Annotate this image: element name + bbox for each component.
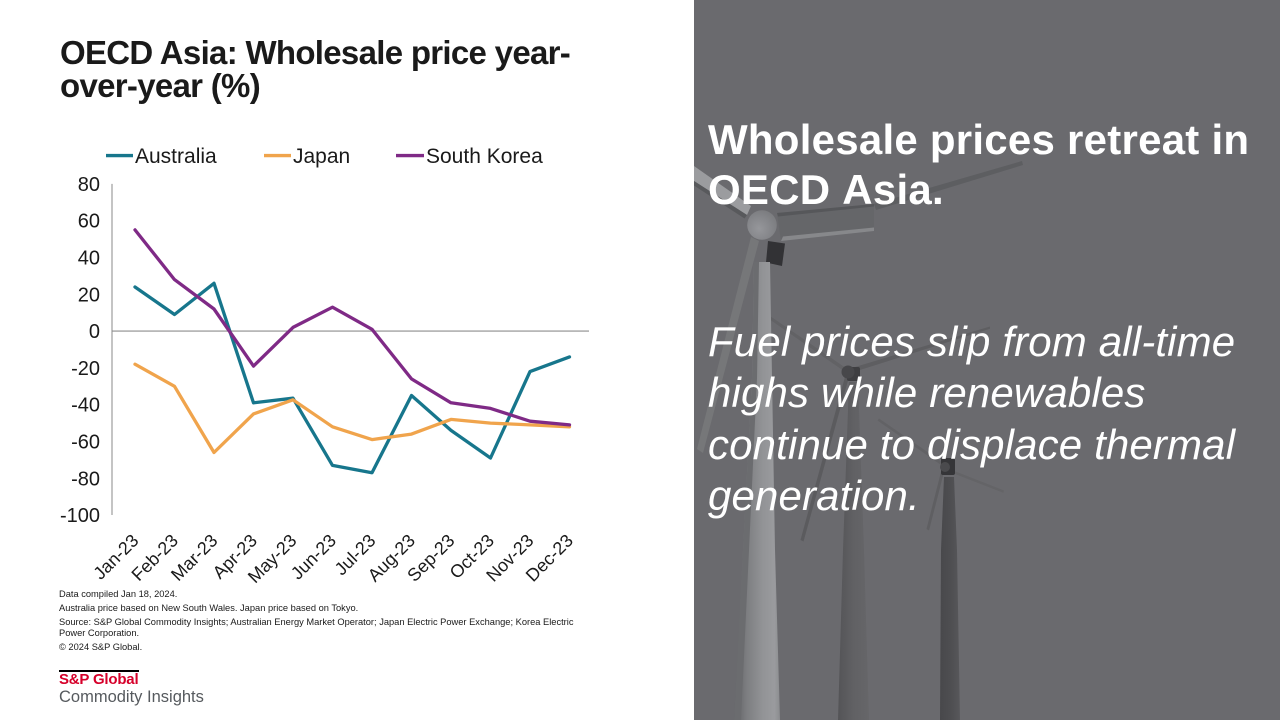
svg-text:Australia: Australia xyxy=(135,145,217,168)
svg-text:-100: -100 xyxy=(60,505,100,527)
svg-text:Jun-23: Jun-23 xyxy=(287,530,340,583)
svg-text:-60: -60 xyxy=(71,432,100,454)
svg-text:40: 40 xyxy=(78,248,100,270)
svg-text:0: 0 xyxy=(89,321,100,343)
svg-text:-40: -40 xyxy=(71,395,100,417)
svg-text:-20: -20 xyxy=(71,358,100,380)
svg-text:60: 60 xyxy=(78,211,100,233)
svg-text:Japan: Japan xyxy=(293,145,350,168)
svg-text:South Korea: South Korea xyxy=(426,145,543,168)
svg-text:20: 20 xyxy=(78,284,100,306)
svg-text:-80: -80 xyxy=(71,468,100,490)
svg-text:80: 80 xyxy=(78,174,100,196)
